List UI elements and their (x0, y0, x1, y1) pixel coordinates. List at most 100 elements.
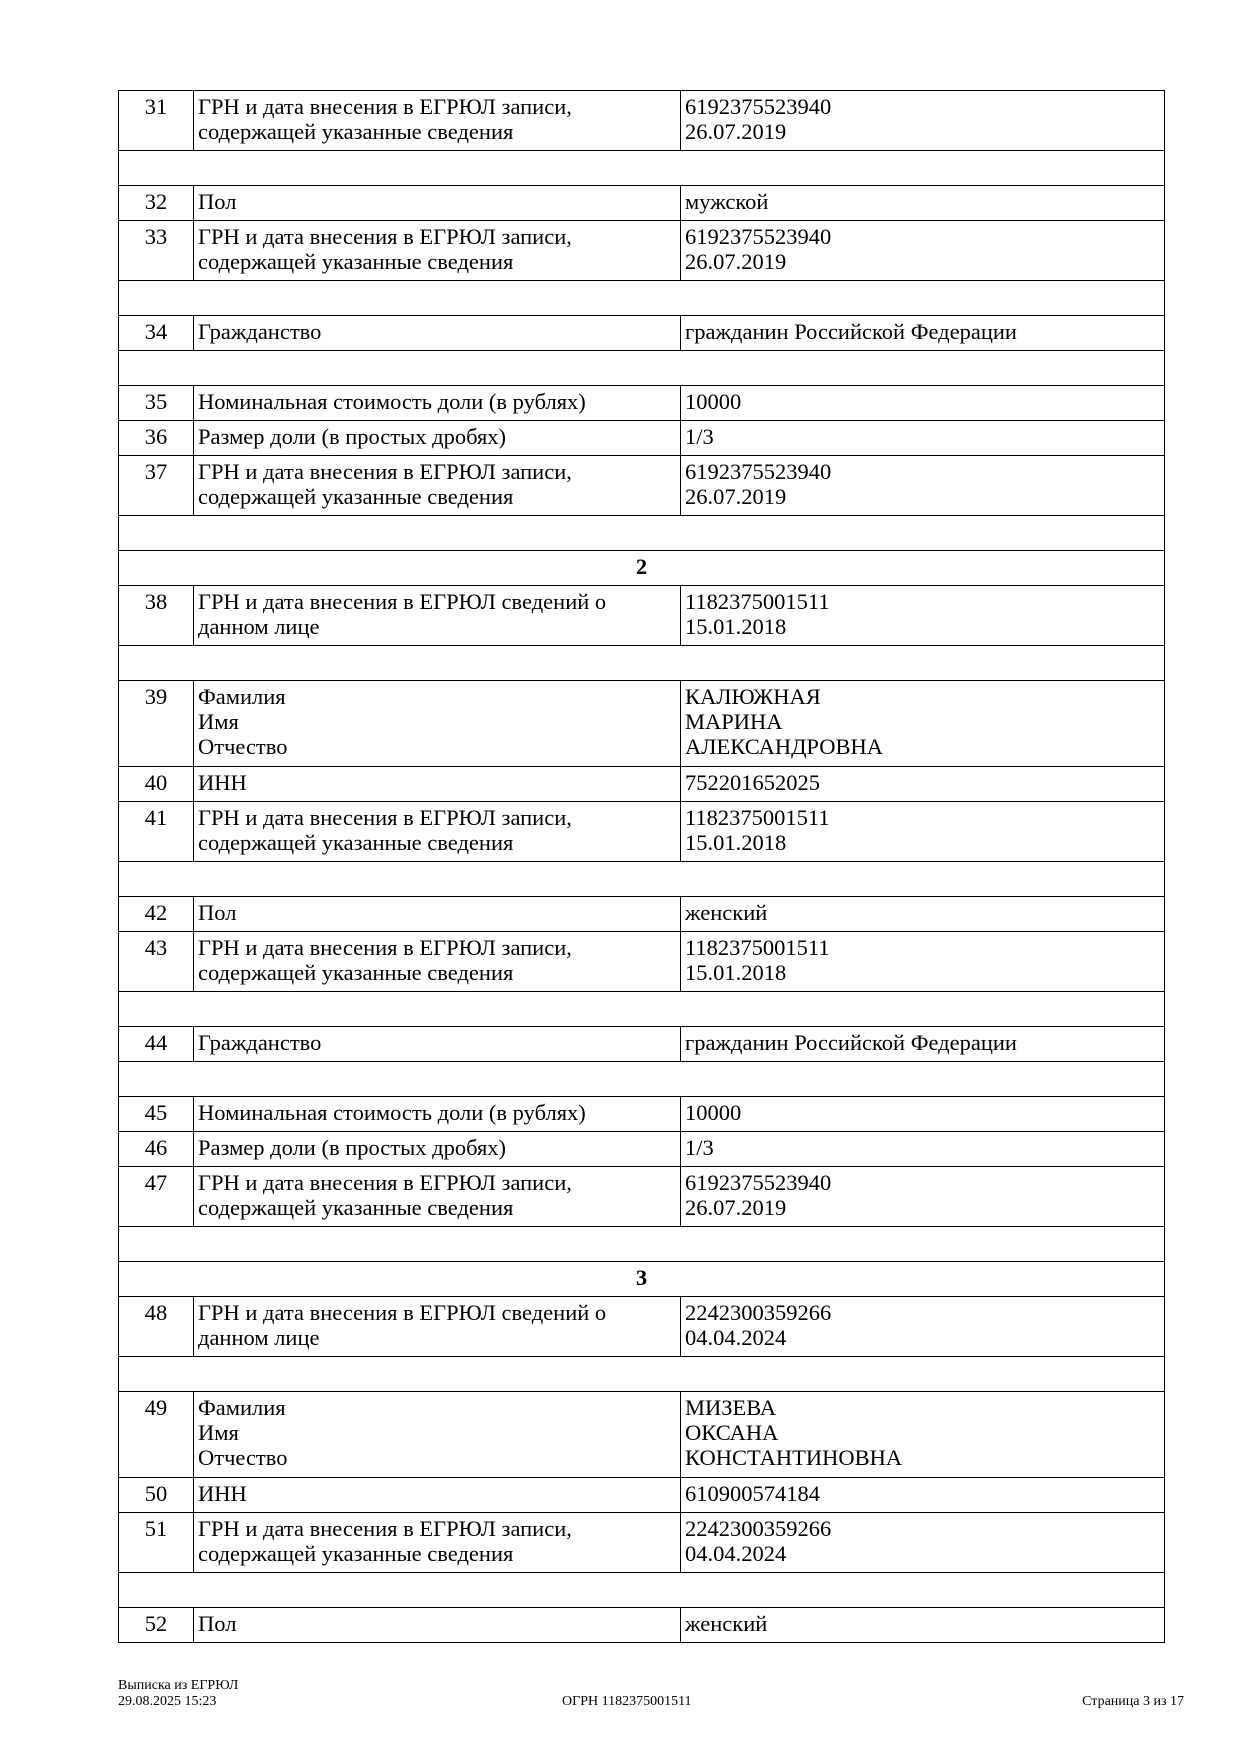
row-value: 1182375001511 15.01.2018 (680, 931, 1165, 992)
row-number: 42 (118, 896, 194, 932)
row-label: ГРН и дата внесения в ЕГРЮЛ записи, соде… (193, 801, 681, 862)
row-label: Пол (193, 896, 681, 932)
row-label: ГРН и дата внесения в ЕГРЮЛ записи, соде… (193, 455, 681, 516)
row-label: Размер доли (в простых дробях) (193, 1131, 681, 1167)
table-row: 37 ГРН и дата внесения в ЕГРЮЛ записи, со… (118, 455, 1165, 516)
empty-cell (118, 280, 1165, 316)
row-number: 45 (118, 1096, 194, 1132)
table-row: 33 ГРН и дата внесения в ЕГРЮЛ записи, со… (118, 220, 1165, 281)
row-value: мужской (680, 185, 1165, 221)
table-row: 39 Фамилия Имя Отчество КАЛЮЖНАЯ МАРИНА АЛ… (118, 680, 1165, 767)
row-value: 6192375523940 26.07.2019 (680, 90, 1165, 151)
row-number: 38 (118, 585, 194, 646)
row-value: женский (680, 1607, 1165, 1643)
table-row: 52 Пол женский (118, 1607, 1165, 1643)
row-label: Номинальная стоимость доли (в рублях) (193, 1096, 681, 1132)
row-label: Гражданство (193, 315, 681, 351)
empty-row (118, 991, 1165, 1027)
row-label: ИНН (193, 1477, 681, 1513)
row-number: 44 (118, 1026, 194, 1062)
row-number: 48 (118, 1296, 194, 1357)
row-number: 50 (118, 1477, 194, 1513)
table-row: 41 ГРН и дата внесения в ЕГРЮЛ записи, со… (118, 801, 1165, 862)
row-label: Пол (193, 185, 681, 221)
row-value: 6192375523940 26.07.2019 (680, 220, 1165, 281)
row-number: 37 (118, 455, 194, 516)
row-label: ГРН и дата внесения в ЕГРЮЛ записи, соде… (193, 220, 681, 281)
empty-row (118, 1061, 1165, 1097)
table-row: 36 Размер доли (в простых дробях) 1/3 (118, 420, 1165, 456)
egrul-table: 31 ГРН и дата внесения в ЕГРЮЛ записи, со… (118, 90, 1165, 1643)
row-number: 41 (118, 801, 194, 862)
empty-cell (118, 991, 1165, 1027)
row-label: ГРН и дата внесения в ЕГРЮЛ записи, соде… (193, 1166, 681, 1227)
row-number: 49 (118, 1391, 194, 1478)
table-row: 32 Пол мужской (118, 185, 1165, 221)
row-number: 34 (118, 315, 194, 351)
empty-cell (118, 645, 1165, 681)
row-label: ГРН и дата внесения в ЕГРЮЛ записи, соде… (193, 90, 681, 151)
row-value: 1182375001511 15.01.2018 (680, 585, 1165, 646)
row-number: 32 (118, 185, 194, 221)
empty-row (118, 1226, 1165, 1262)
row-number: 43 (118, 931, 194, 992)
row-label: Фамилия Имя Отчество (193, 680, 681, 767)
table-row: 35 Номинальная стоимость доли (в рублях) 1… (118, 385, 1165, 421)
row-number: 47 (118, 1166, 194, 1227)
section-number: 3 (118, 1261, 1165, 1297)
empty-row (118, 1572, 1165, 1608)
row-number: 36 (118, 420, 194, 456)
row-number: 33 (118, 220, 194, 281)
footer-page-number: Страница 3 из 17 (1082, 1694, 1184, 1709)
empty-cell (118, 150, 1165, 186)
empty-cell (118, 1356, 1165, 1392)
section-header-row: 2 (118, 550, 1165, 586)
empty-row (118, 1356, 1165, 1392)
empty-row (118, 645, 1165, 681)
table-row: 47 ГРН и дата внесения в ЕГРЮЛ записи, со… (118, 1166, 1165, 1227)
row-value: 2242300359266 04.04.2024 (680, 1512, 1165, 1573)
row-value: КАЛЮЖНАЯ МАРИНА АЛЕКСАНДРОВНА (680, 680, 1165, 767)
table-row: 44 Гражданство гражданин Российской Федера… (118, 1026, 1165, 1062)
empty-row (118, 861, 1165, 897)
empty-cell (118, 1226, 1165, 1262)
row-value: МИЗЕВА ОКСАНА КОНСТАНТИНОВНА (680, 1391, 1165, 1478)
row-label: Фамилия Имя Отчество (193, 1391, 681, 1478)
table-row: 31 ГРН и дата внесения в ЕГРЮЛ записи, со… (118, 90, 1165, 151)
table-row: 51 ГРН и дата внесения в ЕГРЮЛ записи, со… (118, 1512, 1165, 1573)
row-number: 40 (118, 766, 194, 802)
empty-row (118, 350, 1165, 386)
row-number: 35 (118, 385, 194, 421)
row-label: Пол (193, 1607, 681, 1643)
row-label: ИНН (193, 766, 681, 802)
footer-left: Выписка из ЕГРЮЛ 29.08.2025 15:23 (118, 1678, 238, 1710)
empty-row (118, 515, 1165, 551)
empty-cell (118, 1572, 1165, 1608)
row-number: 51 (118, 1512, 194, 1573)
row-label: Размер доли (в простых дробях) (193, 420, 681, 456)
row-label: ГРН и дата внесения в ЕГРЮЛ записи, соде… (193, 931, 681, 992)
row-number: 39 (118, 680, 194, 767)
empty-cell (118, 1061, 1165, 1097)
row-number: 31 (118, 90, 194, 151)
row-value: 1/3 (680, 1131, 1165, 1167)
empty-cell (118, 350, 1165, 386)
footer-ogrn: ОГРН 1182375001511 (562, 1694, 692, 1709)
table-row: 50 ИНН 610900574184 (118, 1477, 1165, 1513)
section-header-row: 3 (118, 1261, 1165, 1297)
row-value: 6192375523940 26.07.2019 (680, 1166, 1165, 1227)
table-row: 46 Размер доли (в простых дробях) 1/3 (118, 1131, 1165, 1167)
row-label: ГРН и дата внесения в ЕГРЮЛ записи, соде… (193, 1512, 681, 1573)
row-value: 610900574184 (680, 1477, 1165, 1513)
table-row: 45 Номинальная стоимость доли (в рублях) 1… (118, 1096, 1165, 1132)
row-value: 752201652025 (680, 766, 1165, 802)
table-row: 34 Гражданство гражданин Российской Федера… (118, 315, 1165, 351)
row-label: ГРН и дата внесения в ЕГРЮЛ сведений о д… (193, 1296, 681, 1357)
row-number: 52 (118, 1607, 194, 1643)
row-value: 1/3 (680, 420, 1165, 456)
row-value: женский (680, 896, 1165, 932)
footer-doc-title: Выписка из ЕГРЮЛ (118, 1678, 239, 1693)
row-number: 46 (118, 1131, 194, 1167)
row-label: Гражданство (193, 1026, 681, 1062)
row-value: гражданин Российской Федерации (680, 315, 1165, 351)
